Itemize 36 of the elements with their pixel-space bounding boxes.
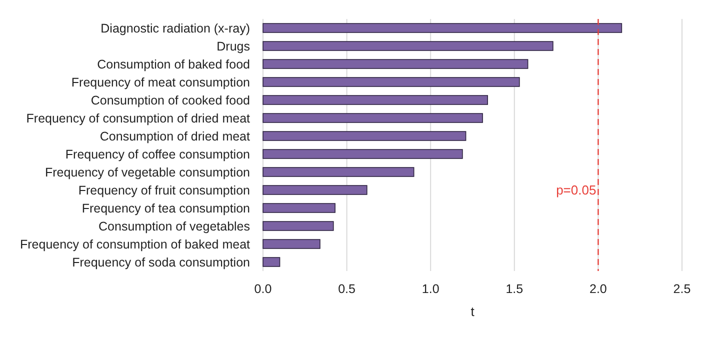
- bar: [262, 23, 622, 33]
- y-tick-label: Frequency of tea consumption: [82, 201, 250, 216]
- bar: [262, 221, 334, 231]
- y-tick-label: Frequency of consumption of baked meat: [20, 237, 251, 252]
- y-tick-label: Consumption of cooked food: [90, 93, 250, 108]
- bar: [262, 77, 520, 87]
- annotation: p=0.05: [556, 182, 596, 198]
- y-tick-label: Diagnostic radiation (x-ray): [100, 21, 250, 36]
- x-tick-label: 1.5: [506, 282, 524, 296]
- y-tick-label: Drugs: [216, 39, 250, 54]
- x-tick-label: 2.5: [673, 282, 691, 296]
- bar: [262, 185, 368, 195]
- y-tick-label: Frequency of coffee consumption: [65, 147, 250, 162]
- bar: [262, 41, 554, 51]
- y-tick-label: Frequency of vegetable consumption: [45, 165, 250, 180]
- y-tick-label: Frequency of meat consumption: [71, 75, 250, 90]
- bar: [262, 257, 280, 267]
- x-axis-title: t: [470, 304, 475, 319]
- bar: [262, 203, 336, 213]
- bar: [262, 131, 466, 141]
- y-tick-label: Frequency of soda consumption: [72, 255, 250, 270]
- y-tick-label: Consumption of dried meat: [100, 129, 251, 144]
- y-tick-label: Frequency of consumption of dried meat: [26, 111, 251, 126]
- bar: [262, 95, 488, 105]
- y-tick-label: Frequency of fruit consumption: [78, 183, 250, 198]
- bar: [262, 113, 483, 123]
- bar: [262, 59, 528, 69]
- x-tick-label: 2.0: [590, 282, 607, 296]
- bar: [262, 239, 320, 249]
- x-tick-label: 0.5: [338, 282, 356, 296]
- bar: [262, 149, 463, 159]
- y-tick-label: Consumption of baked food: [97, 57, 250, 72]
- x-tick-label: 0.0: [254, 282, 272, 296]
- x-tick-label: 1.0: [422, 282, 440, 296]
- bar: [262, 167, 414, 177]
- y-tick-label: Consumption of vegetables: [98, 219, 250, 234]
